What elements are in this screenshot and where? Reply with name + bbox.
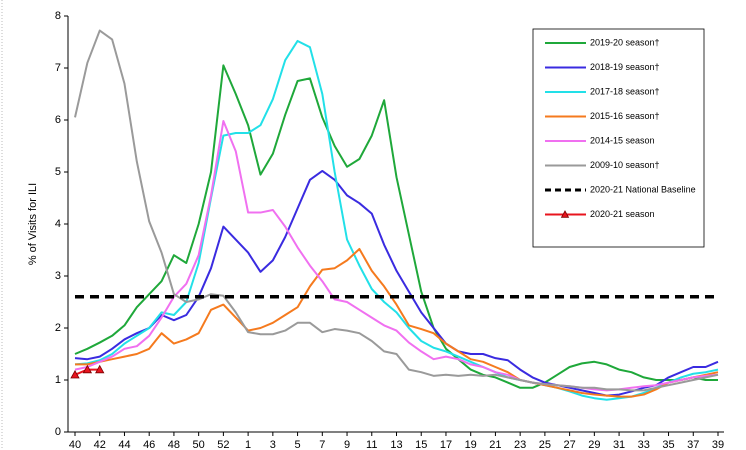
x-tick-label: 29 xyxy=(588,439,600,450)
series-line xyxy=(75,247,719,398)
y-tick-label: 2 xyxy=(55,322,61,334)
series-line xyxy=(74,64,718,389)
x-tick-label: 52 xyxy=(217,439,229,450)
x-tick-label: 25 xyxy=(539,439,551,450)
legend-label: 2009-10 season† xyxy=(590,160,660,170)
x-tick-label: 15 xyxy=(415,439,427,450)
y-tick-label: 7 xyxy=(55,62,61,74)
legend-label: 2019-20 season† xyxy=(590,37,660,47)
x-tick-label: 3 xyxy=(270,439,276,450)
point xyxy=(95,364,105,374)
x-tick-label: 11 xyxy=(366,439,377,450)
y-tick-label: 6 xyxy=(55,114,61,126)
legend-label: 2018-19 season† xyxy=(590,62,660,72)
y-tick-label: 5 xyxy=(55,166,61,178)
y-tick-label: 3 xyxy=(55,270,61,282)
series-line xyxy=(74,39,719,401)
y-tick-label: 4 xyxy=(55,218,61,230)
y-tick-label: 1 xyxy=(55,374,61,386)
legend: 2019-20 season† 2018-19 season† 2017-18 se… xyxy=(532,28,705,248)
x-tick-label: 44 xyxy=(118,439,130,450)
series-line xyxy=(74,29,719,392)
y-tick-label: 0 xyxy=(55,426,61,438)
x-tick-label: 19 xyxy=(465,439,477,450)
x-tick-label: 9 xyxy=(344,439,350,450)
x-tick-label: 33 xyxy=(638,439,650,450)
legend-box xyxy=(532,28,705,248)
x-tick-label: 50 xyxy=(193,439,205,450)
y-tick-label: 8 xyxy=(55,10,61,22)
x-tick-label: 39 xyxy=(712,439,724,450)
x-tick-label: 35 xyxy=(662,439,674,450)
legend-label: 2020-21 National Baseline xyxy=(590,184,696,194)
x-tick-label: 13 xyxy=(390,439,402,450)
x-tick-label: 1 xyxy=(245,439,251,450)
legend-marker xyxy=(560,210,570,218)
x-tick-label: 46 xyxy=(143,439,155,450)
y-axis-label: % of Visits for ILI xyxy=(27,183,39,265)
x-tick-label: 42 xyxy=(94,439,106,450)
legend-label: 2015-16 season† xyxy=(590,111,660,121)
x-tick-label: 48 xyxy=(168,439,180,450)
x-tick-label: 21 xyxy=(489,439,501,450)
x-tick-label: 31 xyxy=(613,439,625,450)
x-tick-label: 27 xyxy=(563,439,575,450)
legend-label: 2020-21 season xyxy=(590,209,655,219)
x-tick-label: 40 xyxy=(69,439,81,450)
x-tick-label: 5 xyxy=(295,439,301,450)
x-tick-label: 23 xyxy=(514,439,526,450)
point xyxy=(70,369,80,379)
x-tick-label: 17 xyxy=(440,439,452,450)
x-tick-label: 7 xyxy=(319,439,325,450)
point xyxy=(82,364,93,374)
x-tick-label: 37 xyxy=(687,439,699,450)
legend-label: 2014-15 season xyxy=(590,135,655,145)
legend-label: 2017-18 season† xyxy=(590,86,660,96)
